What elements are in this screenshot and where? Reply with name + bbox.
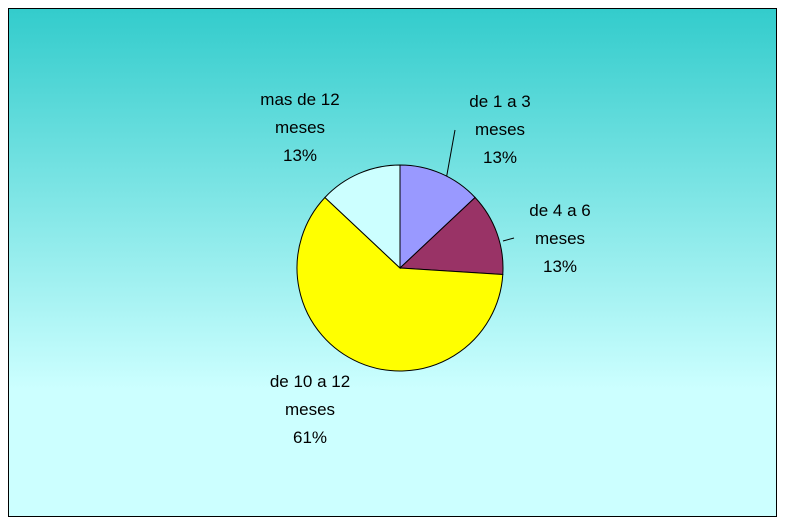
value-label: 61%: [292, 428, 328, 447]
data-label: de 4 a 6 meses 13%: [518, 197, 602, 281]
category-label: de 4 a 6 meses: [529, 201, 591, 248]
data-label: mas de 12 meses 13%: [258, 86, 342, 170]
value-label: 13%: [282, 146, 318, 165]
pie-slice: [398, 196, 504, 275]
pie-slice: [324, 164, 401, 270]
data-label: de 1 a 3 meses 13%: [458, 88, 542, 172]
data-label: de 10 a 12 meses 61%: [268, 368, 352, 452]
pie-slice: [399, 164, 476, 270]
category-label: mas de 12 meses: [260, 90, 340, 137]
leader-line: [445, 129, 456, 181]
pie-slice: [296, 196, 504, 372]
category-label: de 1 a 3 meses: [469, 92, 531, 139]
value-label: 13%: [482, 148, 518, 167]
category-label: de 10 a 12 meses: [269, 372, 351, 419]
leader-line: [502, 237, 515, 242]
value-label: 13%: [542, 257, 578, 276]
